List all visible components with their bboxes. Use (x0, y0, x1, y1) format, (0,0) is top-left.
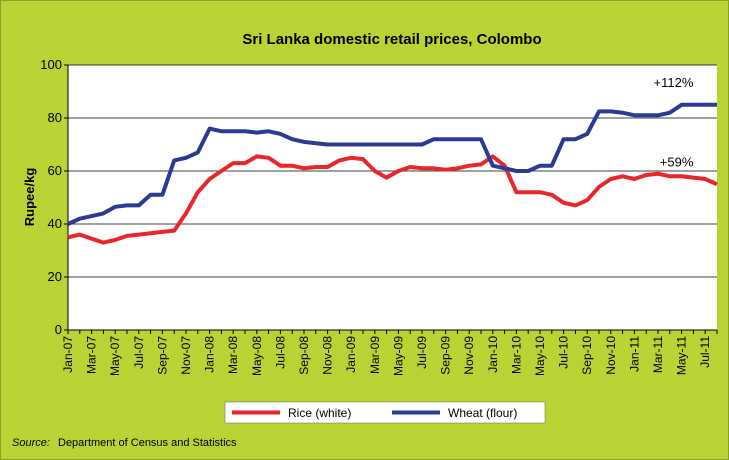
x-tick-label: Sep-09 (439, 336, 453, 375)
x-tick-label: Jul-10 (557, 336, 571, 369)
series-line (67, 102, 717, 226)
x-tick-label: Mar-10 (509, 336, 523, 374)
x-tick-label: Nov-07 (179, 336, 193, 375)
x-tick-label: Mar-11 (651, 336, 665, 373)
x-tick-label: Jul-08 (273, 336, 287, 369)
y-tick-label: 60 (48, 163, 62, 178)
x-tick-label: Jan-11 (627, 336, 641, 372)
x-tick-label: Mar-08 (226, 336, 240, 374)
x-tick-label: Jan-09 (344, 336, 358, 373)
y-tick-label: 100 (40, 57, 62, 72)
source-label: Source: (12, 437, 50, 449)
annotation: +112% (654, 75, 694, 90)
legend (224, 401, 546, 424)
x-tick-label: Jan-07 (61, 336, 75, 373)
x-tick-label: May-07 (108, 336, 122, 376)
x-tick-label: Sep-07 (155, 336, 169, 375)
y-tick-label: 40 (48, 216, 62, 231)
x-tick-label: Mar-09 (368, 336, 382, 374)
x-tick-label: Jul-07 (132, 336, 146, 369)
x-tick-label: May-08 (250, 336, 264, 376)
x-tick-label: Nov-10 (604, 336, 618, 375)
chart-title: Sri Lanka domestic retail prices, Colomb… (242, 31, 541, 48)
x-tick-label: Jul-09 (415, 336, 429, 369)
legend-label: Wheat (flour) (448, 406, 517, 420)
x-tick-label: Jan-10 (486, 336, 500, 373)
x-tick-label: May-11 (675, 336, 689, 375)
y-tick-label: 20 (48, 269, 62, 284)
legend-label: Rice (white) (288, 406, 351, 420)
y-axis-label: Rupee/kg (22, 168, 37, 227)
x-tick-label: Sep-08 (297, 336, 311, 375)
x-tick-label: Nov-08 (321, 336, 335, 375)
x-tick-label: Jan-08 (203, 336, 217, 373)
series-line (67, 154, 718, 245)
y-tick-label: 0 (55, 322, 62, 337)
x-tick-label: Nov-09 (462, 336, 476, 375)
x-tick-label: May-10 (533, 336, 547, 376)
plot-area (68, 65, 717, 330)
y-tick-label: 80 (48, 110, 62, 125)
x-tick-label: Sep-10 (580, 336, 594, 375)
x-tick-label: May-09 (391, 336, 405, 376)
x-tick-label: Jul-11 (698, 336, 712, 368)
x-tick-label: Mar-07 (85, 336, 99, 374)
annotation: +59% (660, 154, 694, 169)
source: Department of Census and Statistics (58, 437, 237, 449)
